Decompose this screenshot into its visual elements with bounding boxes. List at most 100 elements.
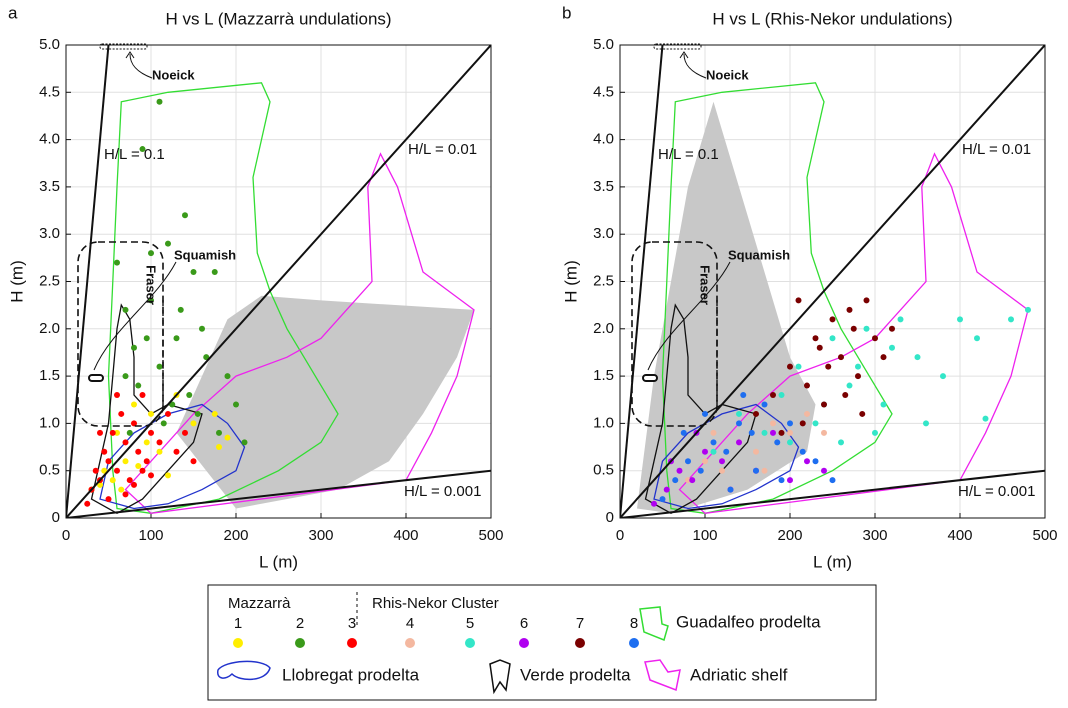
data-point — [838, 354, 844, 361]
data-point — [787, 363, 793, 370]
data-point — [787, 429, 793, 436]
reference-line — [66, 469, 491, 518]
annotation: Fraser — [698, 265, 713, 305]
annotation: Fraser — [144, 265, 159, 305]
legend-label: 1 — [234, 615, 242, 632]
data-point — [821, 429, 827, 436]
data-point — [156, 98, 163, 105]
data-point — [216, 444, 222, 451]
legend-box — [207, 584, 877, 701]
legend-label: 5 — [466, 615, 474, 632]
annotation: Squamish — [174, 247, 236, 262]
data-point — [165, 410, 171, 417]
data-point — [753, 467, 759, 474]
data-point — [957, 316, 963, 323]
data-point — [812, 458, 819, 465]
data-point — [135, 448, 142, 455]
data-point — [114, 467, 120, 474]
data-point — [224, 434, 231, 441]
data-point — [148, 297, 154, 304]
legend-label: 2 — [296, 615, 304, 632]
data-point — [672, 477, 679, 484]
data-point — [697, 467, 704, 474]
data-point — [753, 410, 759, 417]
data-point — [139, 392, 146, 399]
reference-line — [66, 45, 491, 518]
data-point — [974, 335, 980, 342]
chart-title: H vs L (Rhis-Nekor undulations) — [712, 9, 952, 28]
legend-swatch — [629, 638, 639, 648]
y-tick-label: 3.0 — [593, 225, 614, 242]
legend-swatch — [217, 660, 271, 681]
y-tick-label: 3.5 — [593, 178, 614, 195]
data-point — [710, 439, 717, 446]
region-outline — [644, 303, 757, 515]
squamish-marker — [88, 374, 104, 382]
legend-label: 3 — [348, 615, 356, 632]
plot-frame — [619, 44, 1046, 519]
data-point — [131, 344, 137, 351]
data-point — [165, 240, 171, 247]
data-point — [92, 467, 99, 474]
data-point — [211, 410, 218, 417]
data-point — [872, 335, 878, 342]
reference-line — [620, 469, 1045, 518]
data-point — [114, 392, 120, 399]
arrowhead — [125, 51, 135, 59]
legend-swatch — [575, 638, 585, 648]
plot-layer — [620, 45, 1045, 518]
data-point — [160, 420, 167, 427]
data-point — [194, 410, 201, 417]
data-point — [114, 259, 120, 266]
legend-label: 7 — [576, 615, 584, 632]
data-point — [821, 467, 827, 474]
data-point — [889, 344, 895, 351]
data-point — [135, 382, 142, 389]
data-point — [889, 325, 895, 332]
reference-label: H/L = 0.1 — [658, 146, 719, 163]
data-point — [923, 420, 929, 427]
data-point — [105, 458, 112, 465]
data-point — [109, 429, 116, 436]
data-point — [126, 429, 133, 436]
y-tick-label: 2.0 — [39, 320, 60, 337]
data-point — [770, 392, 776, 399]
data-point — [740, 392, 747, 399]
shaded-region — [637, 101, 816, 514]
x-tick-label: 200 — [223, 527, 248, 544]
x-tick-label: 100 — [692, 527, 717, 544]
data-point — [736, 410, 742, 417]
data-point — [702, 458, 708, 465]
legend-swatch — [405, 638, 415, 648]
data-point — [799, 448, 806, 455]
legend-label: 8 — [630, 615, 638, 632]
arrowhead — [679, 51, 689, 59]
data-point — [156, 439, 163, 446]
x-tick-label: 300 — [862, 527, 887, 544]
data-point — [143, 335, 150, 342]
data-point — [182, 212, 188, 219]
chart-title: H vs L (Mazzarrà undulations) — [165, 9, 391, 28]
squamish-marker — [642, 374, 658, 382]
data-point — [719, 458, 725, 465]
data-point — [795, 297, 802, 304]
data-point — [680, 429, 687, 436]
region-outline — [124, 152, 475, 514]
data-point — [1025, 306, 1031, 313]
data-point — [863, 297, 870, 304]
data-point — [770, 420, 776, 427]
data-point — [173, 448, 180, 455]
annotation: Noeick — [152, 67, 195, 82]
legend-swatch — [465, 638, 475, 648]
reference-line — [620, 45, 664, 518]
data-point — [148, 250, 154, 257]
data-point — [842, 392, 849, 399]
data-point — [131, 420, 137, 427]
x-tick-label: 100 — [138, 527, 163, 544]
y-tick-label: 1.5 — [39, 367, 60, 384]
data-point — [651, 500, 657, 507]
x-tick-label: 300 — [308, 527, 333, 544]
y-axis-label: H (m) — [561, 260, 580, 302]
legend-group: Mazzarrà — [228, 595, 291, 612]
data-point — [118, 486, 125, 493]
